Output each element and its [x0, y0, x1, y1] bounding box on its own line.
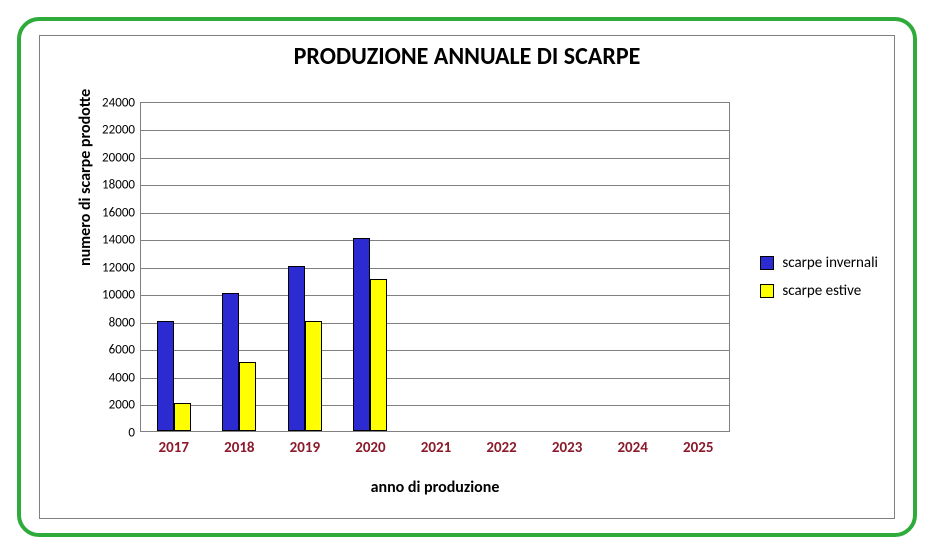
x-axis-title: anno di produzione — [140, 478, 730, 497]
bar — [305, 321, 322, 431]
gridline — [141, 158, 729, 159]
x-tick-label: 2023 — [552, 439, 582, 457]
legend-label: scarpe invernali — [782, 254, 878, 272]
plot-area: 0200040006000800010000120001400016000180… — [140, 102, 730, 432]
y-tick-label: 8000 — [109, 315, 135, 330]
y-tick-label: 14000 — [102, 233, 135, 248]
bar — [370, 279, 387, 430]
x-tick-label: 2021 — [421, 439, 451, 457]
x-tick-label: 2020 — [355, 439, 385, 457]
gridline — [141, 185, 729, 186]
legend: scarpe invernali scarpe estive — [760, 244, 878, 310]
legend-item: scarpe estive — [760, 282, 878, 300]
bar — [157, 321, 174, 431]
y-tick-label: 10000 — [102, 288, 135, 303]
x-tick-label: 2019 — [290, 439, 320, 457]
outer-frame: PRODUZIONE ANNUALE DI SCARPE numero di s… — [17, 17, 917, 537]
y-axis-title: numero di scarpe prodotte — [76, 88, 95, 265]
legend-label: scarpe estive — [782, 282, 861, 300]
y-tick-label: 6000 — [109, 343, 135, 358]
y-tick-label: 16000 — [102, 205, 135, 220]
y-tick-label: 4000 — [109, 370, 135, 385]
y-tick-label: 2000 — [109, 398, 135, 413]
legend-item: scarpe invernali — [760, 254, 878, 272]
gridline — [141, 240, 729, 241]
chart-panel: PRODUZIONE ANNUALE DI SCARPE numero di s… — [39, 35, 895, 519]
y-tick-label: 20000 — [102, 150, 135, 165]
bar — [239, 362, 256, 431]
y-tick-label: 24000 — [102, 95, 135, 110]
chart-title: PRODUZIONE ANNUALE DI SCARPE — [40, 42, 894, 71]
bar — [288, 266, 305, 431]
gridline — [141, 213, 729, 214]
y-tick-label: 12000 — [102, 260, 135, 275]
gridline — [141, 268, 729, 269]
x-tick-label: 2024 — [617, 439, 647, 457]
bar — [174, 403, 191, 431]
legend-swatch — [760, 256, 774, 270]
gridline — [141, 130, 729, 131]
y-tick-label: 0 — [128, 425, 135, 440]
x-tick-label: 2022 — [486, 439, 516, 457]
legend-swatch — [760, 284, 774, 298]
y-tick-label: 22000 — [102, 123, 135, 138]
bar — [222, 293, 239, 431]
x-tick-label: 2018 — [224, 439, 254, 457]
x-tick-label: 2025 — [683, 439, 713, 457]
y-tick-label: 18000 — [102, 178, 135, 193]
x-tick-label: 2017 — [159, 439, 189, 457]
bar — [353, 238, 370, 431]
